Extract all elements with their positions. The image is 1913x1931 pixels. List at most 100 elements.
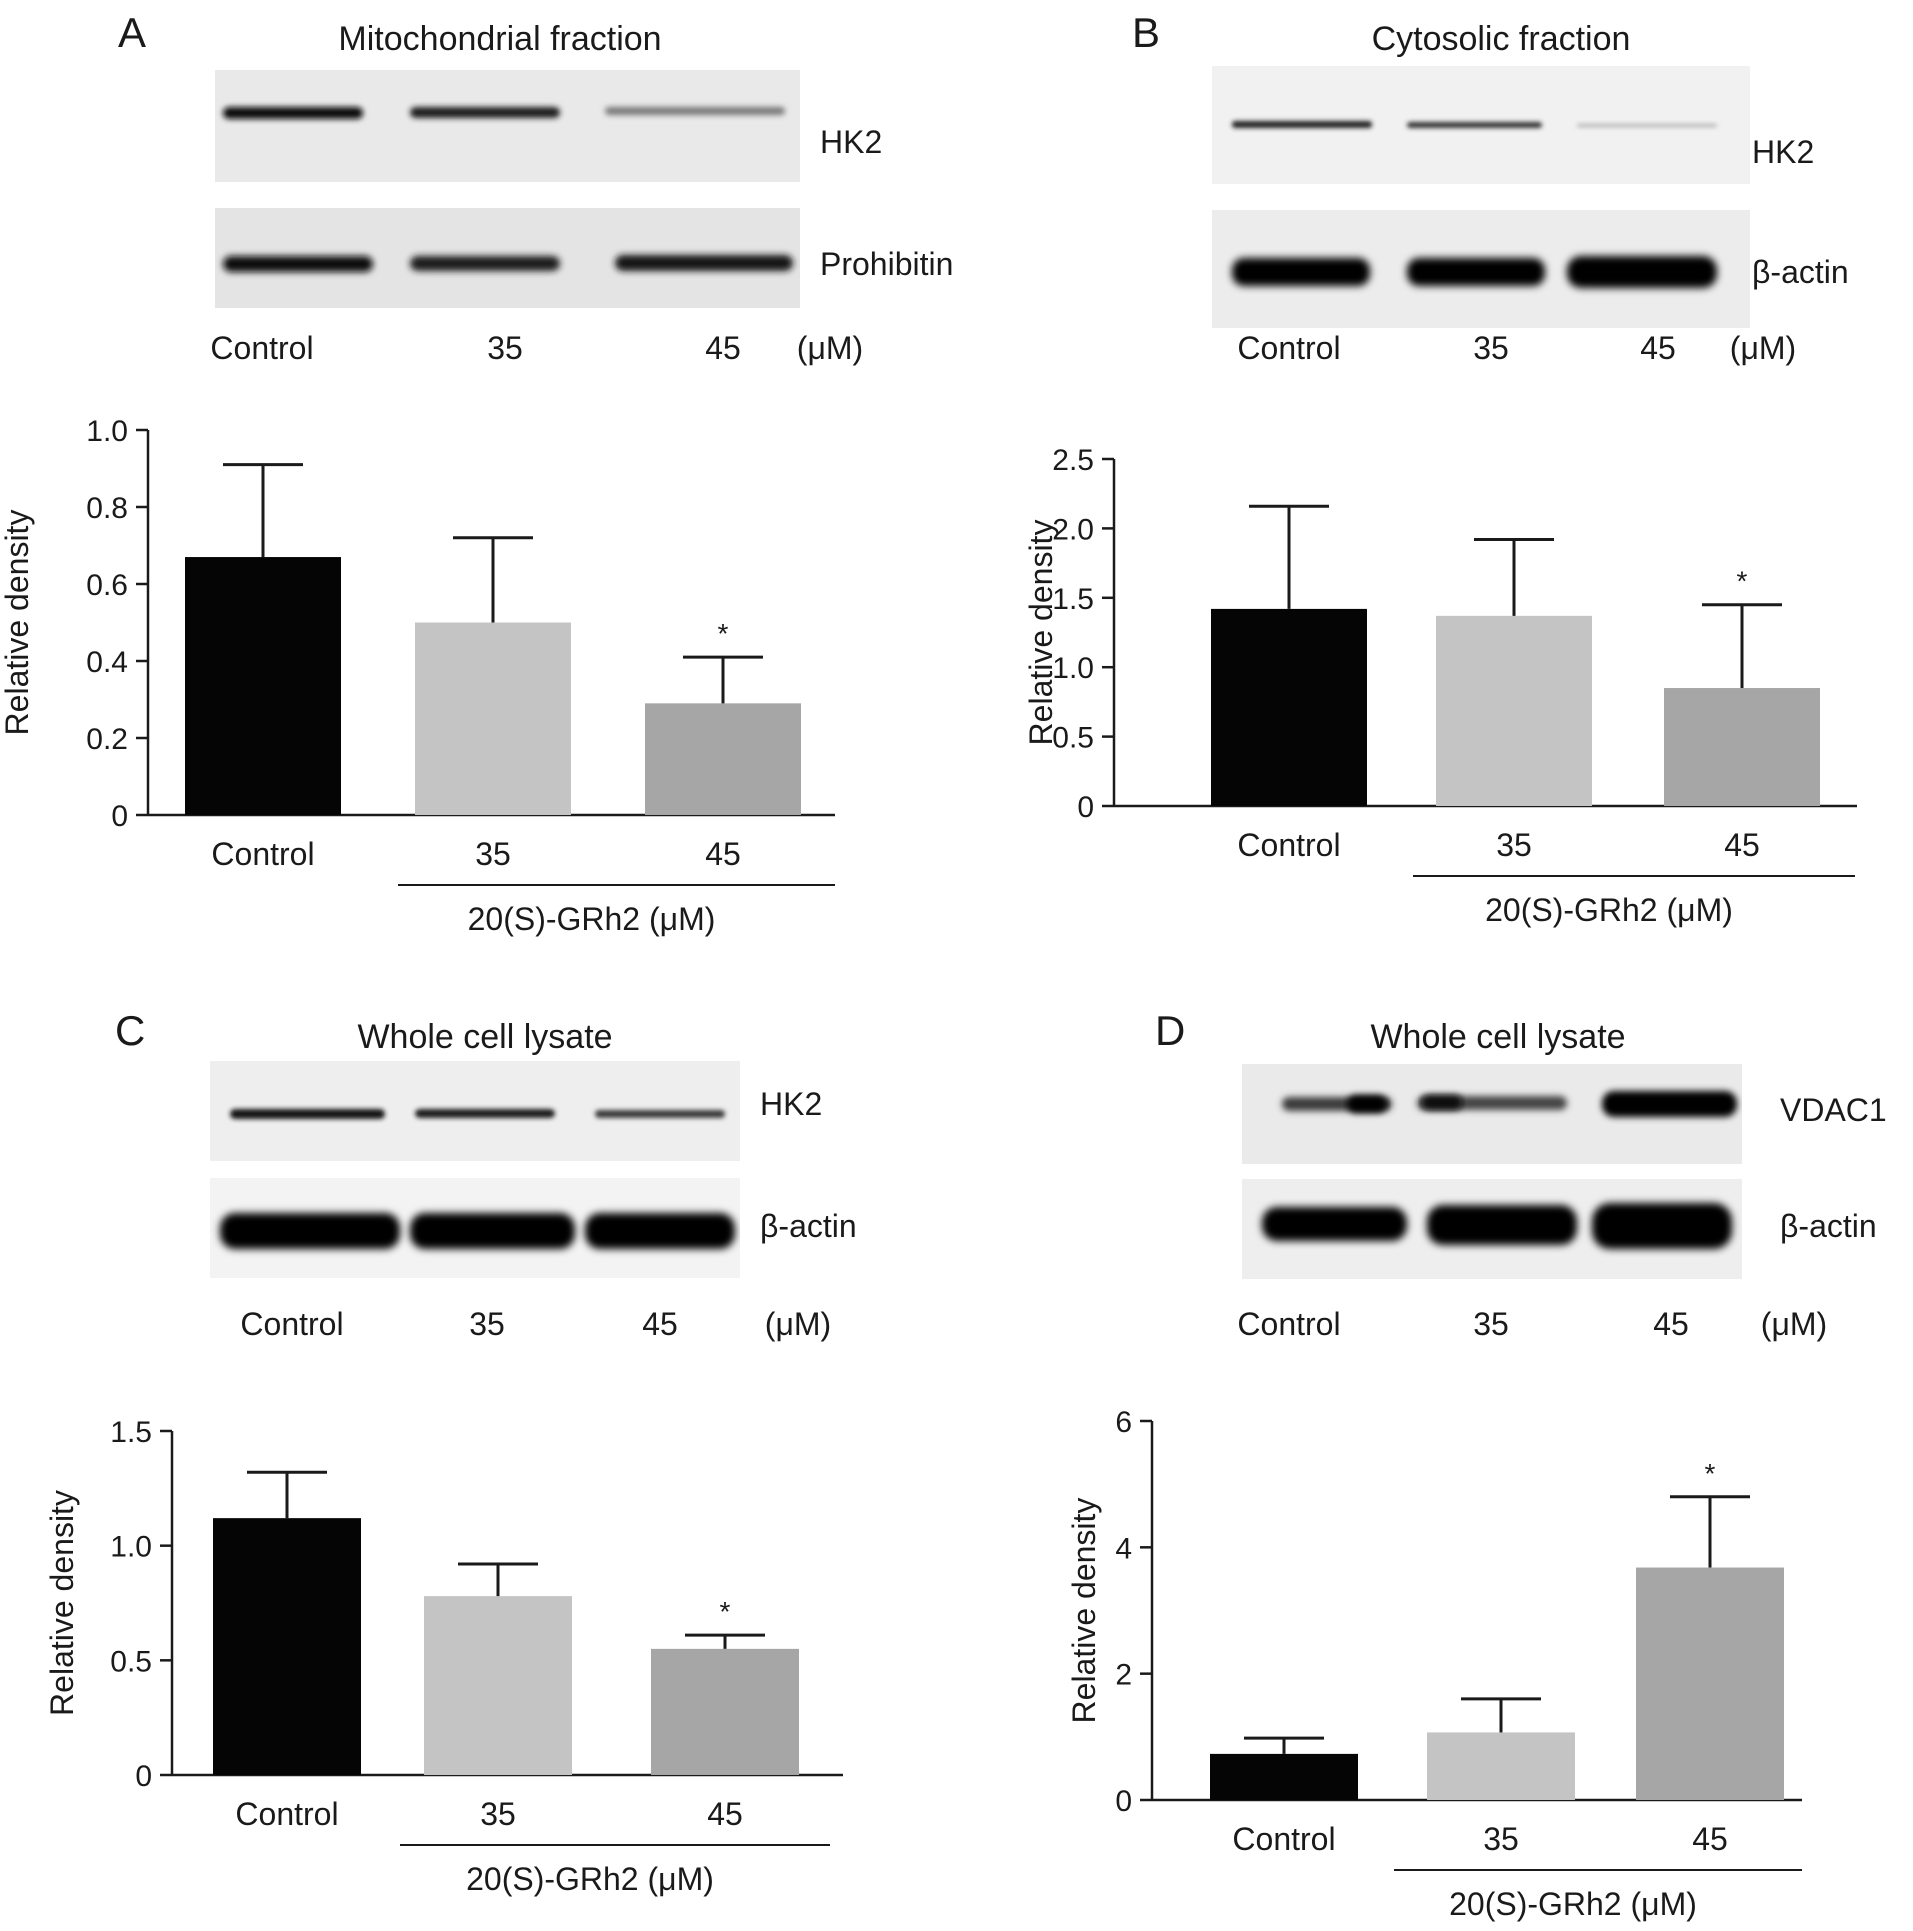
y-axis-label: Relative density <box>1066 1498 1102 1724</box>
western-blot-band-beta-actin <box>1242 1179 1742 1279</box>
x-tick-label: Control <box>1232 1821 1335 1857</box>
bar-chart: 0 0.2 0.4 0.6 0.8 1.0 Relative density Control 3… <box>0 415 835 937</box>
bar-0 <box>1210 1753 1358 1800</box>
y-tick-label: 0.5 <box>110 1645 152 1678</box>
significance-mark: * <box>1705 1458 1716 1489</box>
bar-1 <box>1436 615 1592 806</box>
y-tick-label: 1.0 <box>1052 652 1094 685</box>
panel-b: B Cytosolic fraction HK2 β-actin Control… <box>957 0 1913 965</box>
lane-label: (μM) <box>796 330 864 366</box>
lane-label: 45 <box>705 330 741 366</box>
panel-letter: A <box>118 9 147 56</box>
y-tick-label: 0 <box>111 800 128 833</box>
blot-title: Whole cell lysate <box>357 1018 613 1056</box>
y-axis-label: Relative density <box>1023 520 1059 746</box>
y-tick-label: 0 <box>1115 1785 1132 1818</box>
band-label: β-actin <box>760 1208 857 1244</box>
lane-label: 35 <box>1473 330 1509 366</box>
significance-mark: * <box>718 618 729 649</box>
bar-0 <box>185 557 341 815</box>
blot-title: Mitochondrial fraction <box>338 20 662 58</box>
x-tick-label: 45 <box>705 836 741 872</box>
bar-2 <box>645 703 801 815</box>
bar-2 <box>651 1648 799 1775</box>
blot-title: Whole cell lysate <box>1370 1018 1626 1056</box>
x-tick-label: 35 <box>480 1796 516 1832</box>
bar-chart: 0 0.5 1.0 1.5 2.0 2.5 Relative density Control 3… <box>1023 444 1857 928</box>
lane-label: 35 <box>469 1306 505 1342</box>
lane-label: Control <box>240 1306 344 1342</box>
lane-label: Control <box>210 330 314 366</box>
panel-letter: B <box>1132 9 1161 56</box>
band-label: HK2 <box>820 124 883 160</box>
western-blot-band-beta-actin <box>1212 210 1750 328</box>
x-axis-label: 20(S)-GRh2 (μM) <box>466 1861 714 1897</box>
bar-2 <box>1664 688 1820 806</box>
panel-d: D Whole cell lysate VDAC1 β-actin Contro… <box>957 966 1913 1931</box>
x-tick-label: 45 <box>1724 827 1760 863</box>
bar-1 <box>1427 1732 1575 1800</box>
y-tick-label: 4 <box>1115 1532 1132 1565</box>
x-tick-label: 35 <box>1496 827 1532 863</box>
y-axis-label: Relative density <box>0 510 35 736</box>
y-tick-label: 6 <box>1115 1406 1132 1439</box>
x-axis-label: 20(S)-GRh2 (μM) <box>1485 892 1733 928</box>
lane-label: (μM) <box>1729 330 1797 366</box>
panel-a: A Mitochondrial fraction HK2 Prohibitin … <box>0 0 956 965</box>
x-tick-label: 35 <box>475 836 511 872</box>
lane-label: (μM) <box>764 1306 832 1342</box>
lane-label: 35 <box>1473 1306 1509 1342</box>
bar-0 <box>213 1518 361 1775</box>
western-blot-band-hk2 <box>215 70 800 182</box>
y-tick-label: 1.0 <box>86 415 128 448</box>
western-blot-band-vdac1 <box>1242 1064 1742 1164</box>
y-tick-label: 2 <box>1115 1659 1132 1692</box>
y-tick-label: 0 <box>135 1760 152 1793</box>
x-tick-label: Control <box>211 836 314 872</box>
bar-1 <box>415 622 571 815</box>
western-blot-band-hk2 <box>1212 66 1750 184</box>
y-tick-label: 0.2 <box>86 723 128 756</box>
significance-mark: * <box>1737 566 1748 597</box>
band-label: Prohibitin <box>820 246 954 282</box>
bar-2 <box>1636 1567 1784 1800</box>
significance-mark: * <box>720 1596 731 1627</box>
western-blot-band-hk2 <box>210 1061 740 1161</box>
x-tick-label: Control <box>235 1796 338 1832</box>
lane-label: (μM) <box>1760 1306 1828 1342</box>
y-tick-label: 0.8 <box>86 492 128 525</box>
band-label: HK2 <box>760 1086 823 1122</box>
lane-label: 45 <box>1640 330 1676 366</box>
band-label: HK2 <box>1752 134 1815 170</box>
bar-1 <box>424 1596 572 1775</box>
lane-label: 45 <box>642 1306 678 1342</box>
bar-chart: 0 0.5 1.0 1.5 Relative density Control 35 * 45 20… <box>44 1416 843 1897</box>
x-tick-label: Control <box>1237 827 1340 863</box>
y-tick-label: 1.0 <box>110 1531 152 1564</box>
y-tick-label: 0 <box>1077 791 1094 824</box>
y-tick-label: 1.5 <box>110 1416 152 1449</box>
y-tick-label: 1.5 <box>1052 583 1094 616</box>
bar-chart: 0 2 4 6 Relative density Control 35 * 45 20(S)-GR… <box>1066 1406 1802 1922</box>
y-tick-label: 2.5 <box>1052 444 1094 477</box>
lane-label: 35 <box>487 330 523 366</box>
band-label: β-actin <box>1752 254 1849 290</box>
x-tick-label: 35 <box>1483 1821 1519 1857</box>
lane-label: Control <box>1237 1306 1341 1342</box>
band-label: VDAC1 <box>1780 1092 1887 1128</box>
lane-label: 45 <box>1653 1306 1689 1342</box>
bar-0 <box>1211 608 1367 806</box>
y-tick-label: 0.6 <box>86 569 128 602</box>
band-label: β-actin <box>1780 1208 1877 1244</box>
lane-label: Control <box>1237 330 1341 366</box>
x-tick-label: 45 <box>1692 1821 1728 1857</box>
x-tick-label: 45 <box>707 1796 743 1832</box>
y-axis-label: Relative density <box>44 1490 80 1716</box>
y-tick-label: 2.0 <box>1052 513 1094 546</box>
panel-c: C Whole cell lysate HK2 β-actin Control … <box>0 966 956 1931</box>
blot-title: Cytosolic fraction <box>1371 20 1631 58</box>
panel-letter: C <box>115 1007 146 1054</box>
x-axis-label: 20(S)-GRh2 (μM) <box>468 901 716 937</box>
x-axis-label: 20(S)-GRh2 (μM) <box>1449 1886 1697 1922</box>
y-tick-label: 0.4 <box>86 646 128 679</box>
